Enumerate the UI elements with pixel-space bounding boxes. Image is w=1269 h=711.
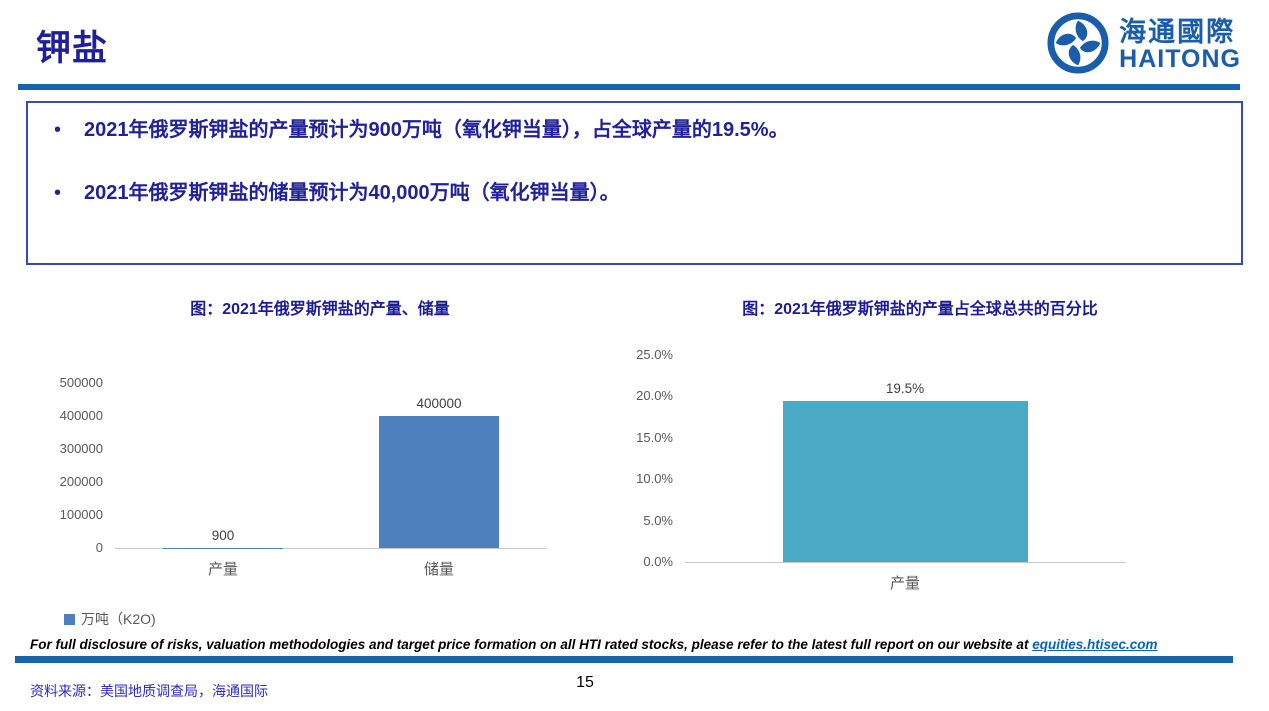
legend-swatch-icon [64,613,75,625]
y-axis-tick-label: 400000 [59,408,103,423]
y-axis-tick-label: 500000 [59,375,103,390]
bullet-text: 2021年俄罗斯钾盐的产量预计为900万吨（氧化钾当量），占全球产量的19.5%… [84,119,789,141]
header-divider [18,84,1240,90]
page-title: 钾盐 [36,29,109,68]
y-axis-tick-label: 20.0% [636,388,673,404]
y-axis-tick-label: 0.0% [643,554,673,569]
page-number: 15 [576,674,594,691]
legend-label: 万吨（K2O) [81,611,156,627]
global-share-chart: 图：2021年俄罗斯钾盐的产量占全球总共的百分比 0.0% 5.0% 10.0% 15… [636,295,1200,610]
haitong-emblem-icon [1047,12,1109,79]
source-note: 资料来源：美国地质调查局，海通国际 [30,683,268,699]
y-axis-tick-label: 10.0% [636,471,673,487]
bullet-dot: • [54,182,62,204]
summary-box: • 2021年俄罗斯钾盐的产量预计为900万吨（氧化钾当量），占全球产量的19.… [26,101,1243,265]
bar [379,416,499,548]
logo-en-label: HAITONG [1119,44,1241,73]
disclaimer-prefix: For full disclosure of risks, valuation … [30,637,1033,652]
y-axis-tick-label: 200000 [59,474,103,489]
x-axis-category-label: 产量 [889,575,920,592]
disclaimer-text: For full disclosure of risks, valuation … [30,637,1240,652]
y-axis-tick-label: 0 [95,540,103,555]
production-reserves-chart: 图：2021年俄罗斯钾盐的产量、储量 0 100000 200000 300000 40… [40,295,600,610]
y-axis-tick-label: 5.0% [643,512,673,528]
chart-title: 图：2021年俄罗斯钾盐的产量占全球总共的百分比 [742,301,1098,318]
x-axis-category-label: 储量 [423,561,454,578]
bullet-item: • 2021年俄罗斯钾盐的产量预计为900万吨（氧化钾当量），占全球产量的19.… [54,117,1215,144]
haitong-logo: 海通國際 HAITONG [1047,12,1241,79]
chart-legend: 万吨（K2O) [64,609,156,629]
bar [782,400,1028,562]
bar-value-label: 19.5% [885,380,925,396]
y-axis-tick-label: 15.0% [636,429,673,445]
haitong-logo-text: 海通國際 HAITONG [1119,16,1241,73]
bullet-item: • 2021年俄罗斯钾盐的储量预计为40,000万吨（氧化钾当量）。 [54,180,1215,207]
chart-plot-area: 0 100000 200000 300000 400000 500000 900 产量 4000… [60,375,547,578]
chart-plot-area: 0.0% 5.0% 10.0% 15.0% 20.0% 25.0% 19.5% 产量 [636,347,1125,592]
bar-value-label: 400000 [416,396,462,411]
chart-title: 图：2021年俄罗斯钾盐的产量、储量 [190,301,450,318]
footer-divider [15,656,1233,663]
bullet-dot: • [54,119,62,141]
x-axis-category-label: 产量 [207,561,238,578]
y-axis-tick-label: 25.0% [636,347,673,362]
logo-cn-label: 海通國際 [1119,16,1236,47]
bar-value-label: 900 [211,527,235,543]
y-axis-tick-label: 100000 [59,507,103,522]
bullet-text: 2021年俄罗斯钾盐的储量预计为40,000万吨（氧化钾当量）。 [84,182,620,204]
y-axis-tick-label: 300000 [59,441,103,456]
disclaimer-link[interactable]: equities.htisec.com [1032,637,1158,652]
